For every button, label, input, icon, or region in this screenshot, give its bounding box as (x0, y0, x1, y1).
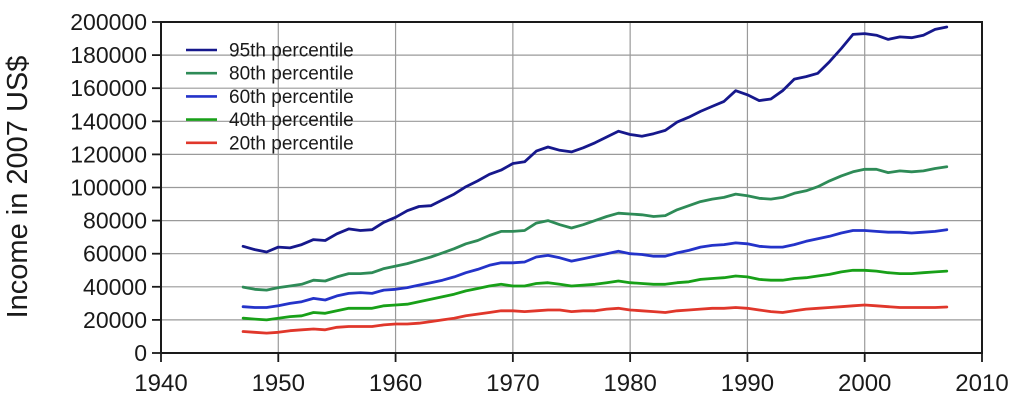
y-tick-label: 140000 (70, 108, 147, 134)
series-line-60th-percentile (241, 228, 949, 309)
series-line-40th-percentile (241, 268, 949, 322)
y-tick-label: 20000 (83, 307, 147, 333)
axes-layer: 0 20000 40000 60000 80000 100000 120000 140000 1… (70, 9, 1008, 397)
y-tick-label: 120000 (70, 141, 147, 167)
series-line-95th-percentile (241, 25, 949, 254)
x-tick-label: 1940 (134, 370, 187, 397)
y-tick-label: 160000 (70, 75, 147, 101)
y-tick-label: 40000 (83, 274, 147, 300)
y-tick-label: 100000 (70, 175, 147, 201)
y-axis-title: Income in 2007 US$ (2, 56, 34, 319)
legend-label-95th-percentile: 95th percentile (229, 41, 354, 62)
series-layer (241, 25, 949, 335)
x-tick-label: 1980 (603, 370, 656, 397)
x-tick-label: 1990 (721, 370, 774, 397)
y-tick-label: 0 (134, 340, 147, 366)
legend-label-80th-percentile: 80th percentile (229, 64, 354, 85)
x-tick-label: 1950 (252, 370, 305, 397)
y-tick-label: 200000 (70, 9, 147, 35)
series-line-80th-percentile (241, 165, 949, 292)
x-tick-label: 1960 (369, 370, 422, 397)
y-tick-label: 180000 (70, 42, 147, 68)
legend-label-60th-percentile: 60th percentile (229, 87, 354, 108)
x-tick-label: 1970 (486, 370, 539, 397)
legend-label-20th-percentile: 20th percentile (229, 133, 354, 154)
y-tick-label: 60000 (83, 241, 147, 267)
grid-layer (161, 22, 982, 353)
x-tick-label: 2010 (955, 370, 1008, 397)
series-line-20th-percentile (241, 303, 949, 335)
x-tick-label: 2000 (838, 370, 891, 397)
legend-label-40th-percentile: 40th percentile (229, 110, 354, 131)
y-tick-label: 80000 (83, 208, 147, 234)
